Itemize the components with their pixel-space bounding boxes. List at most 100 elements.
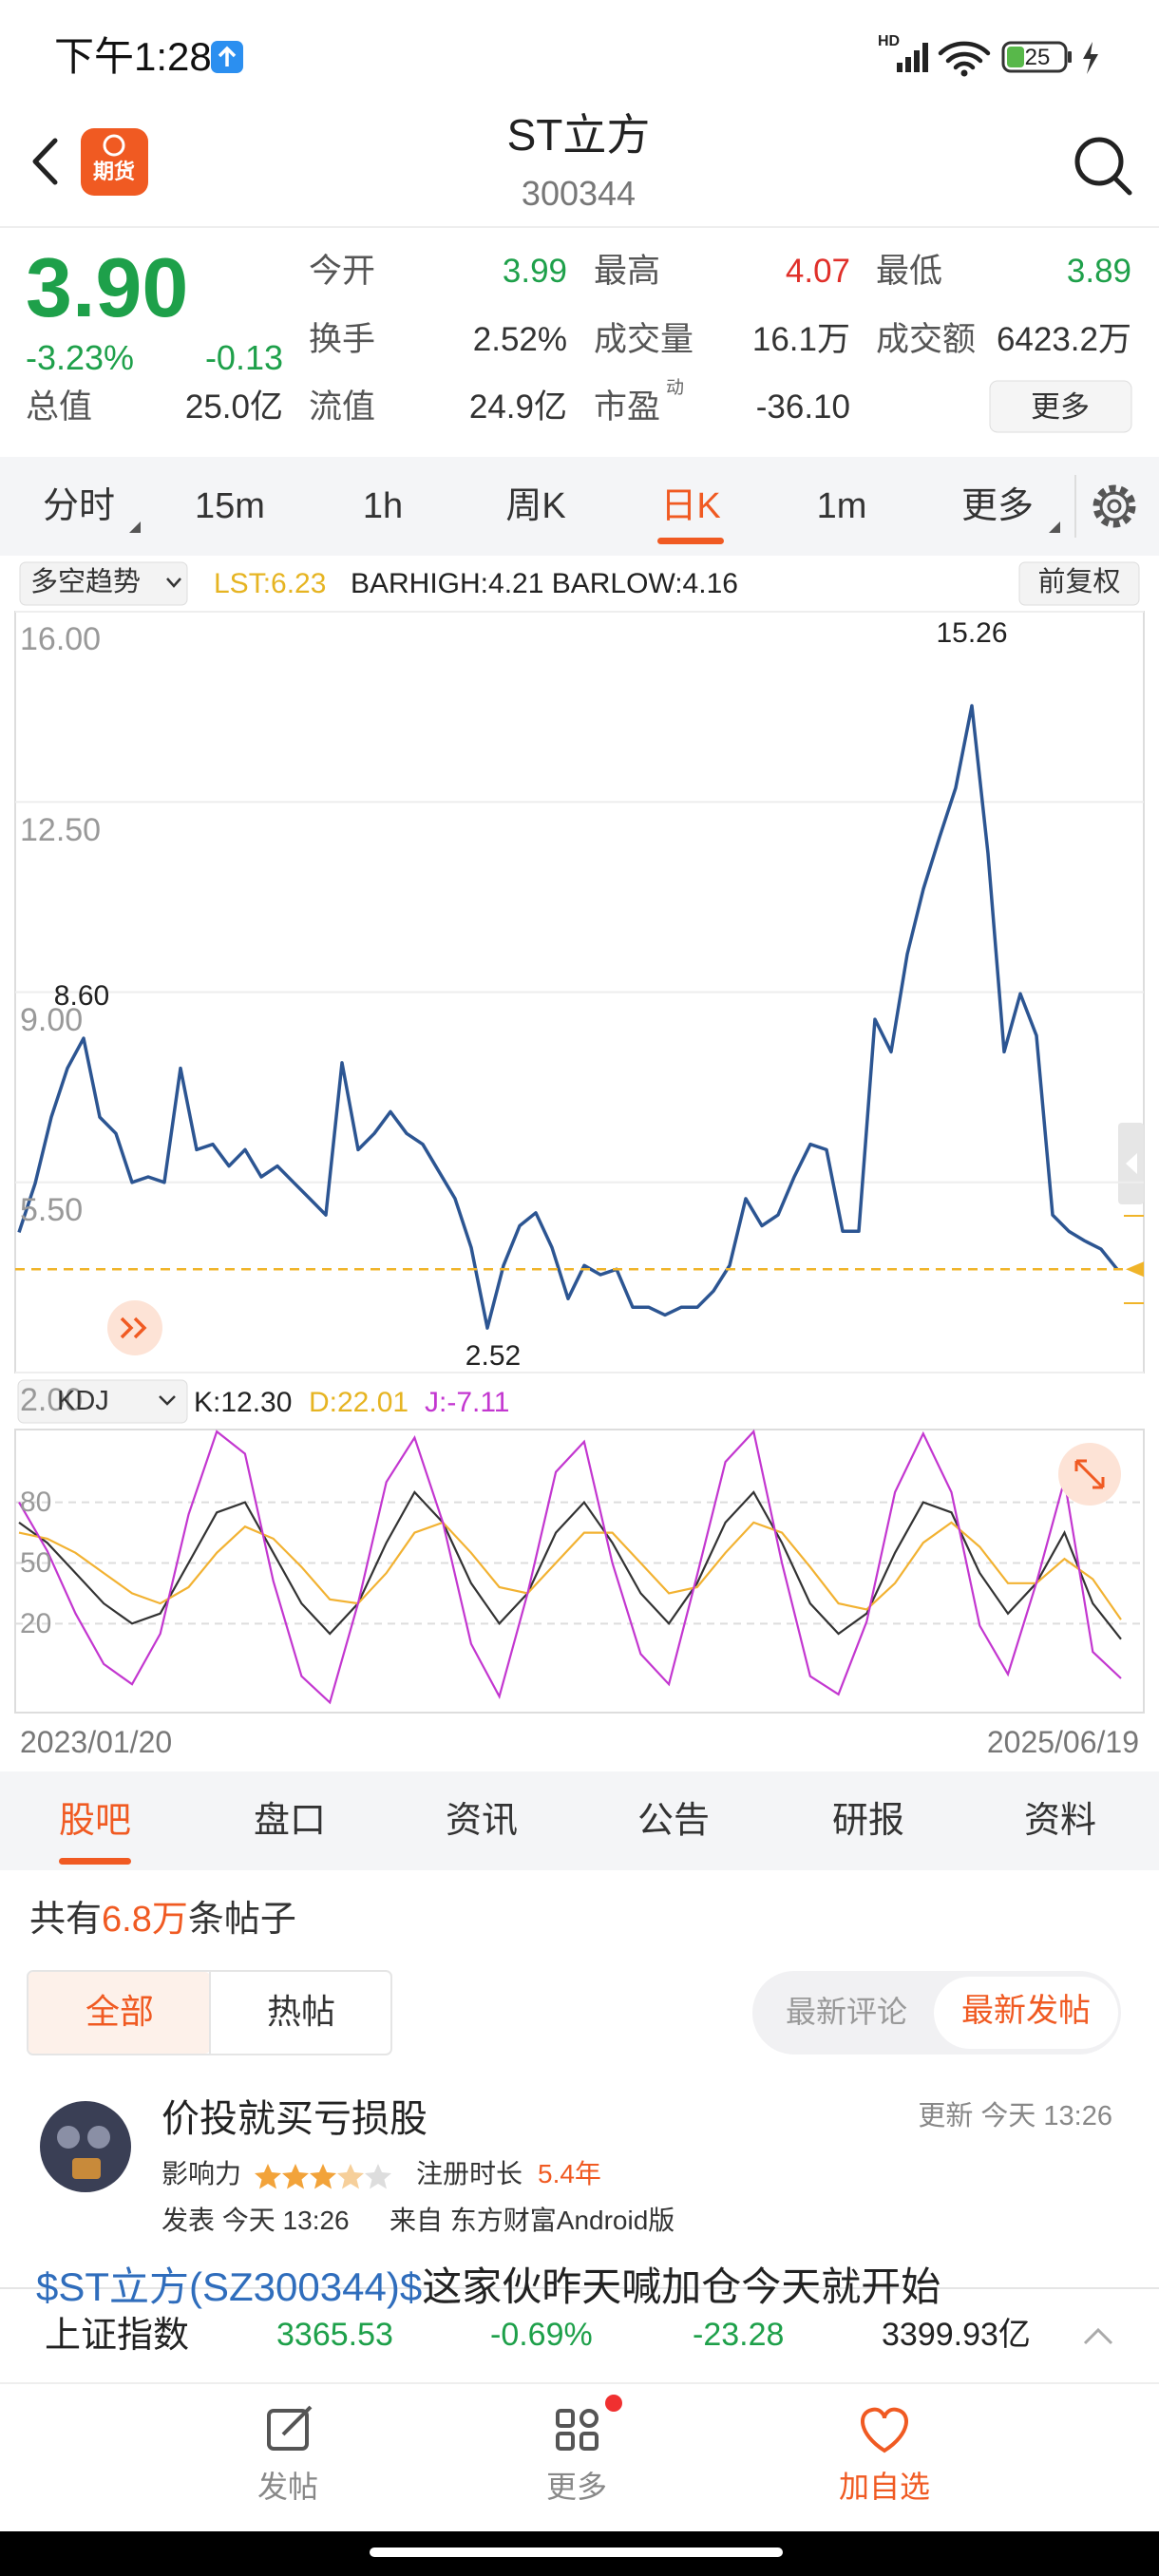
date-label: 2023/01/20 [20, 1724, 173, 1759]
avatar-figure [72, 2158, 101, 2179]
period-tab[interactable]: 日K [660, 486, 721, 527]
kdj-value: K:12.30 [194, 1386, 293, 1418]
field-value: 6423.2万 [996, 320, 1131, 358]
field-label: 流值 [309, 388, 376, 426]
sort-active[interactable] [934, 1977, 1118, 2049]
back-button[interactable] [32, 138, 58, 185]
wifi-icon [938, 41, 991, 70]
bottom-nav [0, 2383, 1159, 2531]
status-time: 下午1:28 [54, 33, 212, 79]
expand-left-button[interactable] [107, 1300, 162, 1355]
field-value: 2.52% [472, 320, 567, 358]
indicator-dropdown[interactable] [19, 561, 188, 606]
field-label: 市盈 [594, 388, 661, 426]
period-tab[interactable]: 更多 [960, 486, 1035, 527]
chevron [166, 578, 181, 588]
y-tick-label: 12.50 [20, 811, 102, 848]
low-annotation: 2.52 [465, 1339, 522, 1372]
avatar[interactable] [40, 2101, 131, 2192]
sort-option[interactable]: 最新发帖 [961, 1993, 1091, 2030]
date-label: 2025/06/19 [986, 1724, 1139, 1759]
stock-link[interactable]: $ST立方(SZ300344)$ [36, 2264, 423, 2309]
kdj-value: D:22.01 [309, 1386, 409, 1418]
index-turnover: 3399.93亿 [882, 2317, 1031, 2354]
kdj-line [18, 1521, 1122, 1620]
section-tab-bar [0, 1771, 1159, 1870]
post-content[interactable]: $ST立方(SZ300344)$这家伙昨天喊加仓今天就开始 [36, 2264, 940, 2310]
badge [605, 2395, 622, 2412]
filter-active[interactable] [28, 1972, 210, 2054]
period-tab[interactable]: 周K [505, 486, 566, 527]
charging-icon [1083, 42, 1098, 74]
nav-item[interactable]: 更多 [545, 2469, 608, 2504]
change: -0.13 [204, 338, 283, 378]
battery-level [1007, 47, 1024, 67]
y-tick-label: 2.00 [20, 1382, 84, 1419]
wifi-dot [960, 69, 968, 77]
dropdown-corner [1049, 521, 1060, 533]
post-icon[interactable] [267, 2409, 309, 2451]
sort-option[interactable]: 最新评论 [785, 1994, 908, 2029]
y-tick-label: 9.00 [20, 1001, 84, 1038]
nav-item[interactable]: 发帖 [256, 2469, 319, 2504]
period-tab[interactable]: 分时 [42, 486, 116, 527]
expand-chevron[interactable] [1083, 2327, 1113, 2345]
battery-level: 25 [1024, 45, 1051, 71]
settings-ring [1099, 491, 1130, 521]
adjust-button[interactable] [1018, 561, 1140, 606]
logo [81, 128, 148, 196]
section-tab[interactable]: 资料 [1023, 1801, 1097, 1842]
index-value: 3365.53 [276, 2317, 393, 2354]
field-label: 换手 [309, 320, 376, 358]
more-icon[interactable] [556, 2409, 598, 2451]
search-button[interactable] [1074, 137, 1124, 186]
period-tab[interactable]: 1m [816, 486, 867, 527]
watchlist-icon[interactable] [861, 2407, 908, 2453]
search-handle [1112, 175, 1132, 196]
kdj-chart-frame [14, 1429, 1145, 1714]
field-label: 成交额 [876, 320, 977, 358]
settings-button[interactable] [1092, 484, 1136, 528]
kdj-line [18, 1490, 1122, 1640]
field-value: 16.1万 [751, 320, 850, 358]
more-button[interactable] [989, 380, 1132, 433]
post-meta: 来自 东方财富Android版 [390, 2205, 675, 2235]
field-label-sup: 动 [666, 378, 685, 399]
indicator-name[interactable]: 多空趋势 [30, 567, 142, 598]
dropdown-corner [129, 521, 141, 533]
y-tick-label: 5.50 [20, 1192, 84, 1229]
section-tab[interactable]: 资讯 [445, 1801, 519, 1842]
change-percent: -3.23% [26, 338, 135, 378]
field-value: 3.89 [1066, 252, 1131, 290]
current-price-marker [1126, 1261, 1144, 1278]
post-icon-pen [281, 2405, 313, 2436]
upload-arrow [218, 46, 237, 66]
index-name: 上证指数 [45, 2316, 190, 2357]
post-meta: 5.4年 [538, 2158, 601, 2188]
section-tab[interactable]: 公告 [636, 1801, 711, 1842]
field-value: 3.99 [502, 252, 567, 290]
section-tab[interactable]: 股吧 [58, 1801, 132, 1842]
battery-cap [1068, 51, 1072, 63]
stock-code: 300344 [521, 174, 636, 214]
filter-tab[interactable]: 热帖 [266, 1992, 336, 2032]
index-bar[interactable] [0, 2288, 1159, 2383]
nav-item[interactable]: 加自选 [838, 2469, 931, 2504]
post-author[interactable]: 价投就买亏损股 [162, 2098, 428, 2140]
avatar-figure [87, 2126, 110, 2149]
period-tab[interactable]: 1h [362, 486, 404, 527]
adjust-button[interactable]: 前复权 [1037, 567, 1121, 598]
kdj-dropdown[interactable] [17, 1379, 188, 1424]
period-tab[interactable]: 15m [195, 486, 265, 527]
more-button[interactable]: 更多 [1031, 390, 1090, 425]
indicator-name[interactable]: KDJ [57, 1386, 109, 1417]
section-tab[interactable]: 研报 [831, 1801, 905, 1842]
field-label: 成交量 [594, 320, 694, 358]
logo-mark [103, 134, 125, 157]
high-annotation: 8.60 [53, 979, 110, 1012]
field-value: -36.10 [755, 388, 850, 426]
section-tab[interactable]: 盘口 [253, 1801, 327, 1842]
battery-icon [1001, 41, 1068, 73]
network-type: HD [878, 32, 901, 49]
filter-tab[interactable]: 全部 [85, 1992, 155, 2032]
